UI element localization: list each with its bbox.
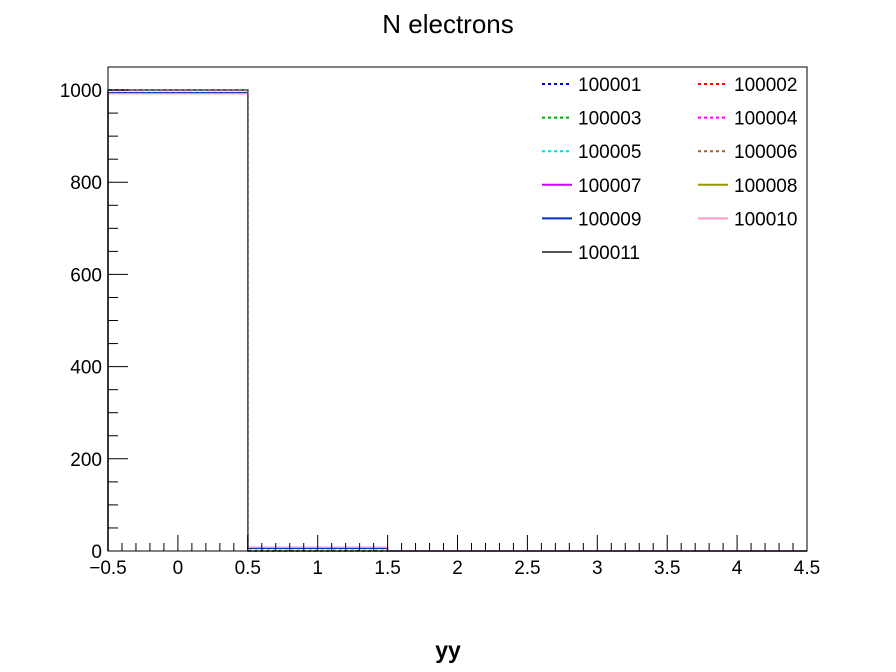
x-tick-label: −0.5 — [89, 558, 127, 579]
x-axis-label: yy — [435, 637, 461, 663]
legend-label-100005: 100005 — [578, 142, 641, 163]
legend-label-100004: 100004 — [734, 109, 798, 130]
legend-label-100008: 100008 — [734, 176, 797, 197]
y-tick-label: 800 — [70, 173, 102, 194]
legend-label-100007: 100007 — [578, 176, 641, 197]
x-tick-label: 3.5 — [654, 558, 680, 579]
legend-label-100011: 100011 — [578, 243, 640, 264]
x-tick-label: 1 — [312, 558, 323, 579]
y-tick-label: 1000 — [60, 81, 102, 102]
legend-label-100010: 100010 — [734, 209, 797, 230]
x-tick-label: 3 — [592, 558, 603, 579]
y-tick-label: 200 — [70, 450, 102, 471]
y-tick-label: 400 — [70, 358, 102, 379]
legend-label-100009: 100009 — [578, 209, 641, 230]
y-tick-label: 0 — [91, 542, 102, 563]
x-tick-label: 0 — [173, 558, 184, 579]
x-tick-label: 2.5 — [514, 558, 540, 579]
x-tick-label: 1.5 — [374, 558, 400, 579]
x-tick-label: 4 — [732, 558, 743, 579]
chart-title: N electrons — [382, 9, 514, 39]
legend-label-100001: 100001 — [578, 75, 641, 96]
legend-label-100002: 100002 — [734, 75, 797, 96]
legend-label-100003: 100003 — [578, 109, 641, 130]
legend: 100001 100002 100003 100004 100005 100006 1000… — [542, 75, 798, 264]
x-tick-label: 4.5 — [794, 558, 820, 579]
legend-label-100006: 100006 — [734, 142, 797, 163]
x-tick-label: 2 — [452, 558, 463, 579]
y-tick-label: 600 — [70, 265, 102, 286]
axes-layer: −0.5 0 0.5 1 1.5 2 2.5 3 3.5 4 4.50200400600800100… — [60, 66, 820, 579]
x-tick-label: 0.5 — [235, 558, 261, 579]
